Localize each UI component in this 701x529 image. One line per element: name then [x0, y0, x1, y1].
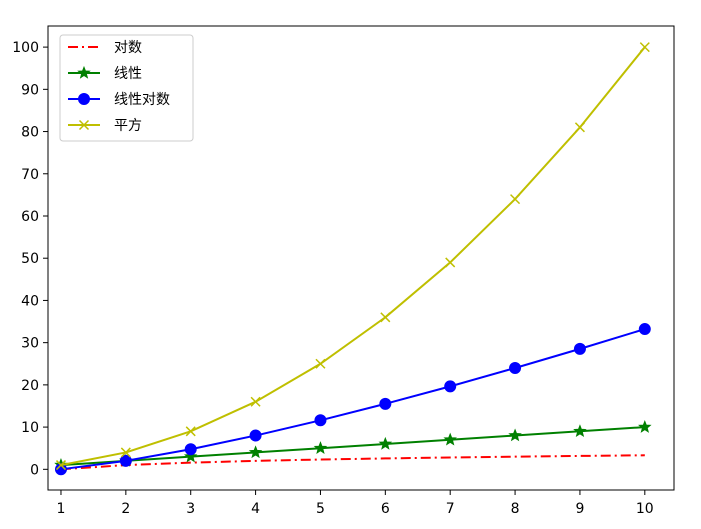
- y-tick-label: 40: [21, 293, 39, 309]
- legend-box: [59, 34, 194, 142]
- data-point: [574, 122, 585, 133]
- x-tick-label: 4: [251, 501, 260, 517]
- series-3: [54, 323, 651, 476]
- x-tick-label: 6: [381, 501, 390, 517]
- data-point: [313, 441, 328, 454]
- series-1: [60, 454, 645, 471]
- legend-entry: 平方: [68, 118, 142, 134]
- x-axis: 1 2 3 4 5 6 7 8 9 10: [57, 490, 654, 517]
- y-axis: 0 10 20 30 40 50 60 70 80 90 100: [12, 40, 48, 478]
- data-point: [184, 443, 197, 456]
- y-tick-label: 80: [21, 125, 39, 141]
- data-point: [315, 358, 326, 369]
- data-point: [249, 429, 262, 442]
- data-point: [638, 323, 651, 336]
- data-point: [510, 194, 521, 205]
- x-tick-label: 3: [186, 501, 195, 517]
- data-point: [443, 432, 457, 446]
- y-tick-label: 0: [30, 462, 39, 478]
- y-tick-label: 50: [21, 251, 39, 267]
- data-point: [119, 454, 132, 467]
- y-tick-label: 10: [21, 420, 39, 436]
- data-point: [379, 397, 392, 410]
- data-point: [183, 449, 198, 463]
- x-tick-label: 9: [575, 501, 584, 517]
- data-point: [444, 380, 457, 393]
- legend-entry: 线性对数: [68, 92, 170, 108]
- data-point: [380, 312, 391, 323]
- x-tick-label: 10: [636, 501, 654, 517]
- y-tick-label: 70: [21, 167, 39, 183]
- data-point: [509, 361, 522, 374]
- legend-label: 线性对数: [114, 92, 170, 108]
- x-tick-label: 2: [121, 501, 130, 517]
- data-point: [573, 424, 587, 438]
- y-tick-label: 100: [12, 40, 39, 56]
- legend-label: 线性: [114, 66, 142, 82]
- legend-marker: [78, 93, 90, 105]
- y-tick-label: 60: [21, 209, 39, 225]
- series-line: [60, 454, 645, 471]
- x-tick-label: 7: [446, 501, 455, 517]
- legend-entry: 线性: [68, 65, 142, 82]
- data-point: [185, 426, 196, 437]
- data-point: [639, 42, 650, 53]
- y-tick-label: 90: [21, 82, 39, 98]
- y-tick-label: 30: [21, 336, 39, 352]
- data-point: [250, 396, 261, 407]
- legend-entry: 对数: [68, 40, 142, 56]
- series-4: [55, 42, 650, 471]
- data-point: [445, 257, 456, 268]
- legend-label: 平方: [114, 118, 142, 134]
- x-tick-label: 8: [511, 501, 520, 517]
- data-point: [378, 436, 393, 450]
- legend-marker: [77, 65, 91, 79]
- data-point: [55, 460, 67, 471]
- series-line: [60, 46, 646, 467]
- data-point: [314, 414, 327, 427]
- data-point: [248, 445, 263, 459]
- legend-label: 对数: [114, 40, 142, 56]
- x-tick-label: 1: [57, 501, 66, 517]
- data-point: [120, 447, 131, 458]
- data-point: [508, 428, 522, 442]
- series-line: [60, 328, 646, 471]
- x-tick-label: 5: [316, 501, 325, 517]
- data-point: [638, 419, 652, 433]
- y-tick-label: 20: [21, 378, 39, 394]
- series-line: [60, 426, 645, 467]
- legend-marker: [78, 119, 90, 131]
- data-point: [573, 342, 586, 355]
- series-layer: [54, 42, 652, 476]
- data-point: [54, 463, 67, 476]
